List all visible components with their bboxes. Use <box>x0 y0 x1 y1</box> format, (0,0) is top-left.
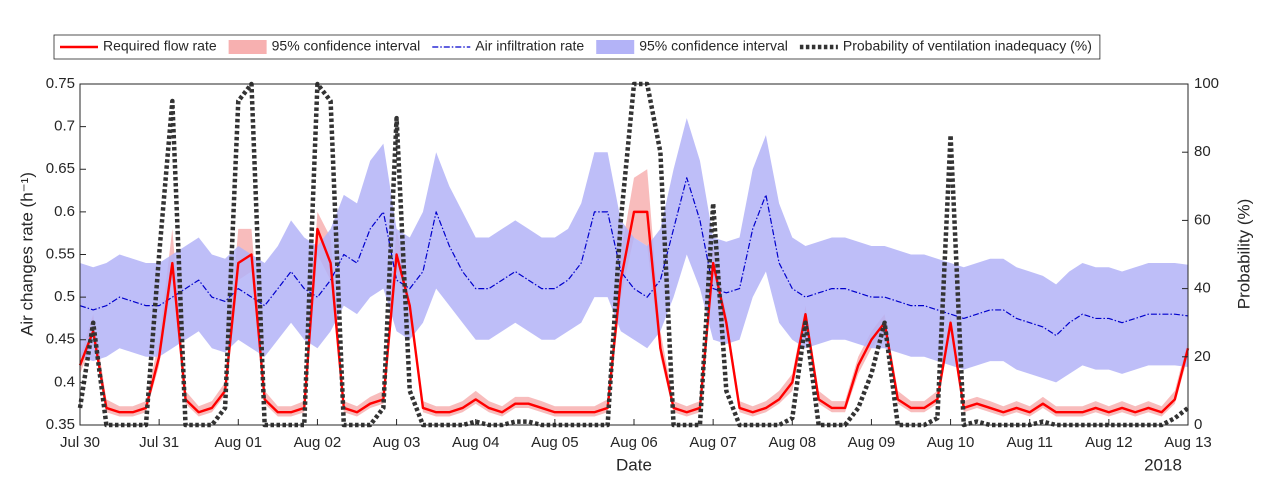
x-tick-label: Aug 05 <box>531 434 579 451</box>
y2-tick-label: 20 <box>1194 348 1211 365</box>
legend-swatch <box>596 40 635 54</box>
y-tick-label: 0.45 <box>46 331 75 348</box>
y-tick-label: 0.35 <box>46 416 75 433</box>
y-tick-label: 0.75 <box>46 75 75 92</box>
legend-label: 95% confidence interval <box>639 38 788 54</box>
series-line <box>78 210 1190 414</box>
y2-tick-label: 100 <box>1194 75 1219 92</box>
y2-tick-label: 80 <box>1194 143 1211 160</box>
y2-tick-label: 40 <box>1194 280 1211 297</box>
legend-label: Required flow rate <box>103 38 217 54</box>
annotation: 2018 <box>1144 455 1182 474</box>
x-axis-label: Date <box>616 455 652 474</box>
y-tick-label: 0.4 <box>54 373 75 390</box>
x-tick-label: Aug 03 <box>373 434 421 451</box>
y-tick-label: 0.5 <box>54 288 75 305</box>
y-tick-label: 0.65 <box>46 160 75 177</box>
legend: Required flow rate 95% confidence interva… <box>53 34 1101 60</box>
legend-label: Air infiltration rate <box>475 38 584 54</box>
y2-axis-label: Probability (%) <box>1234 199 1253 310</box>
y-tick-label: 0.55 <box>46 245 75 262</box>
x-tick-label: Jul 30 <box>60 434 100 451</box>
x-tick-label: Aug 12 <box>1085 434 1133 451</box>
x-tick-label: Jul 31 <box>139 434 179 451</box>
x-tick-label: Aug 07 <box>689 434 737 451</box>
y-tick-label: 0.7 <box>54 118 75 135</box>
y-axis-label: Air changes rate (h⁻¹) <box>17 172 36 336</box>
legend-box <box>53 34 1101 60</box>
x-tick-label: Aug 06 <box>610 434 658 451</box>
y-tick-label: 0.6 <box>54 203 75 220</box>
legend-label: Probability of ventilation inadequacy (%… <box>843 38 1092 54</box>
x-tick-label: Aug 09 <box>848 434 896 451</box>
y2-tick-label: 60 <box>1194 211 1211 228</box>
x-tick-label: Aug 02 <box>294 434 342 451</box>
plot-area <box>77 81 1190 428</box>
x-tick-label: Aug 01 <box>215 434 263 451</box>
x-tick-label: Aug 10 <box>927 434 975 451</box>
confidence-band <box>80 169 1188 417</box>
x-tick-label: Aug 04 <box>452 434 500 451</box>
x-tick-label: Aug 11 <box>1006 434 1052 451</box>
x-tick-label: Aug 08 <box>769 434 817 451</box>
confidence-band <box>80 118 1188 383</box>
y2-tick-label: 0 <box>1194 416 1202 433</box>
series-line <box>79 177 1189 337</box>
legend-swatch <box>228 40 267 54</box>
x-tick-label: Aug 13 <box>1164 434 1212 451</box>
legend-label: 95% confidence interval <box>272 38 421 54</box>
